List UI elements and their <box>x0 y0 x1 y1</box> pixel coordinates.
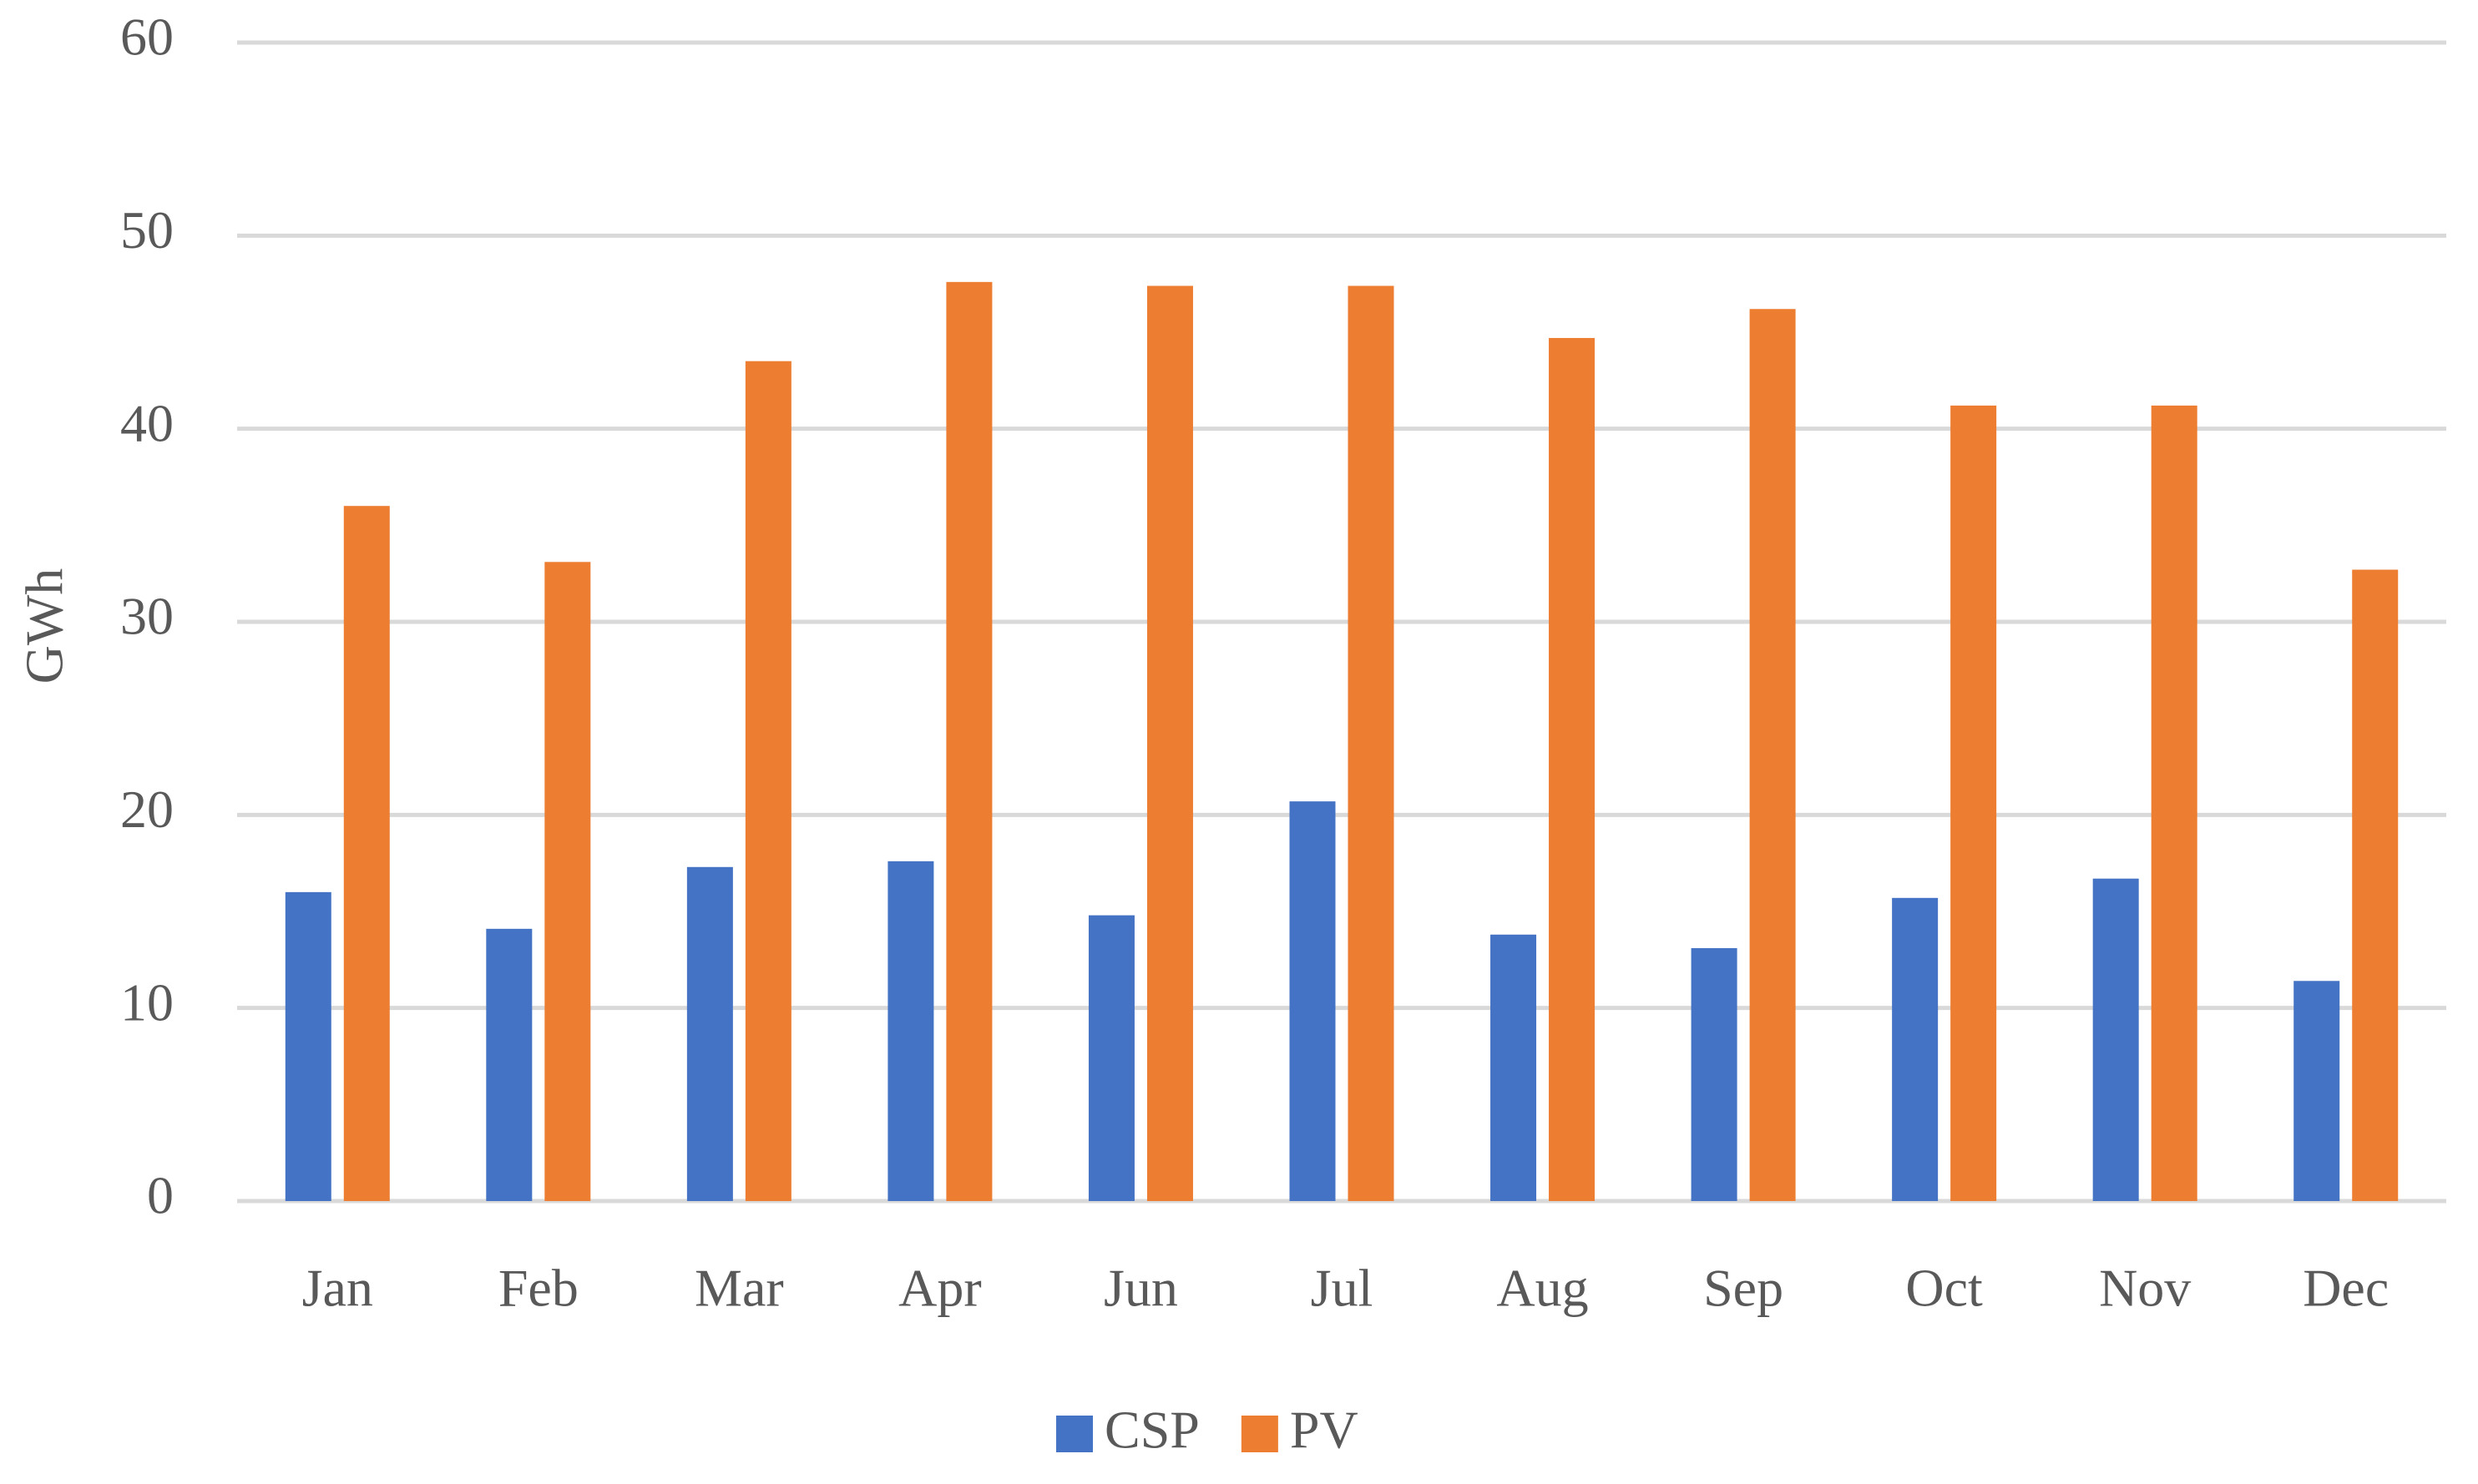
bar <box>1749 309 1796 1201</box>
x-tick-label: Apr <box>898 1259 982 1318</box>
y-tick-label: 10 <box>120 972 174 1032</box>
y-axis-label: GWh <box>15 568 74 684</box>
bar <box>946 281 993 1202</box>
bar <box>2352 569 2399 1201</box>
x-tick-label: Jul <box>1311 1259 1373 1318</box>
bar <box>1289 801 1336 1201</box>
bar <box>1549 337 1596 1202</box>
bar <box>486 928 533 1201</box>
bar <box>1348 285 1394 1202</box>
x-tick-label: Aug <box>1496 1259 1588 1318</box>
x-tick-label: Jun <box>1104 1259 1178 1318</box>
bar <box>544 562 591 1201</box>
legend-swatch <box>1056 1416 1093 1452</box>
y-tick-label: 0 <box>147 1166 174 1225</box>
legend-label: PV <box>1290 1401 1358 1460</box>
legend-label: CSP <box>1105 1401 1200 1460</box>
x-tick-label: Nov <box>2099 1259 2191 1318</box>
bar <box>888 861 934 1201</box>
x-tick-label: Mar <box>695 1259 784 1318</box>
bar <box>745 361 791 1201</box>
y-tick-label: 30 <box>120 587 174 646</box>
x-tick-label: Jan <box>302 1259 373 1318</box>
bar <box>285 891 331 1201</box>
y-tick-label: 50 <box>120 200 174 260</box>
x-tick-label: Feb <box>498 1259 579 1318</box>
bar <box>2092 878 2139 1201</box>
x-tick-label: Oct <box>1905 1259 1983 1318</box>
bar <box>343 506 390 1201</box>
y-tick-label: 60 <box>120 8 174 67</box>
x-tick-label: Sep <box>1703 1259 1783 1318</box>
bar <box>2293 981 2340 1201</box>
bar <box>686 866 733 1201</box>
bar <box>1088 915 1135 1201</box>
y-tick-label: 20 <box>120 780 174 839</box>
bar <box>2151 405 2197 1201</box>
y-tick-label: 40 <box>120 393 174 452</box>
bar <box>1892 897 1939 1201</box>
bar <box>1691 947 1737 1201</box>
legend-swatch <box>1241 1416 1278 1452</box>
x-tick-label: Dec <box>2303 1259 2389 1318</box>
bar <box>1490 934 1537 1201</box>
bar <box>1950 405 1997 1201</box>
bar <box>1146 285 1193 1202</box>
